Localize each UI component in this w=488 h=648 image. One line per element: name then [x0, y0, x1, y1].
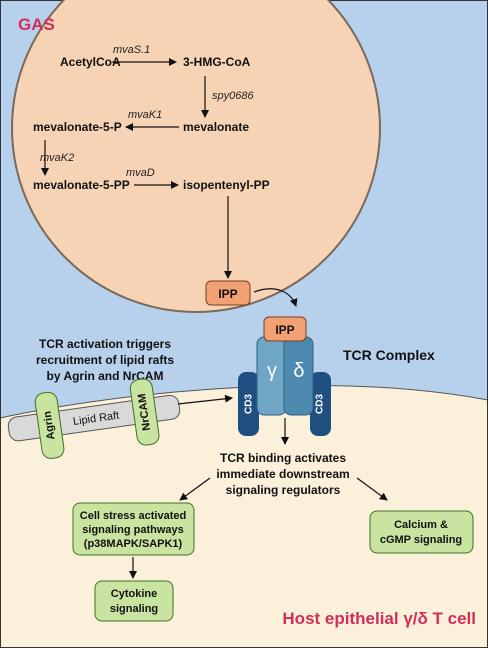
gas-label: GAS	[18, 15, 55, 34]
mvak2-enzyme-label: mvaK2	[40, 152, 74, 164]
agrin-protein	[34, 391, 65, 459]
tcr-gamma-symbol: γ	[267, 360, 277, 382]
mvad-enzyme-label: mvaD	[126, 167, 155, 179]
lipid-raft-group: Lipid Raft Agrin NrCAM	[7, 378, 181, 459]
ipp-bound-box	[263, 316, 307, 342]
raft-caption-line-1: TCR activation triggers	[39, 337, 171, 351]
tcr-complex-label: TCR Complex	[343, 347, 435, 363]
cd3-right-label: CD3	[315, 394, 326, 414]
arrow-binding-to-calcium	[356, 477, 388, 501]
acetylcoa-label: AcetylCoA	[60, 55, 121, 69]
mevalonate-5pp-label: mevalonate-5-PP	[33, 178, 130, 192]
calcium-line-1: Calcium &	[394, 519, 448, 531]
hmgcoa-label: 3-HMG-CoA	[183, 55, 251, 69]
cytokine-box	[94, 580, 174, 622]
arrow-binding-to-stress	[179, 477, 211, 501]
nrcam-protein	[129, 378, 160, 446]
spy0686-enzyme-label: spy0686	[212, 90, 254, 102]
cd3-left-label: CD3	[244, 394, 255, 414]
arrow-ipp-to-tcr	[253, 288, 298, 307]
agrin-label: Agrin	[42, 410, 58, 440]
cd3-right-subunit	[310, 372, 331, 436]
gas-bacterium	[11, 0, 381, 313]
host-cell-label: Host epithelial γ/δ T cell	[282, 609, 476, 628]
tcr-delta-symbol: δ	[293, 360, 304, 382]
isopentenyl-pp-label: isopentenyl-PP	[183, 178, 270, 192]
binding-text-line-1: TCR binding activates	[220, 451, 346, 465]
nrcam-label: NrCAM	[136, 393, 153, 432]
ipp-free-box	[205, 280, 251, 306]
calcium-line-2: cGMP signaling	[380, 534, 462, 546]
stress-line-3: (p38MAPK/SAPK1)	[84, 538, 183, 550]
ipp-free-label: IPP	[218, 287, 237, 301]
mvas1-enzyme-label: mvaS.1	[113, 44, 150, 56]
binding-text-line-3: signaling regulators	[226, 483, 341, 497]
stress-line-2: signaling pathways	[82, 524, 183, 536]
raft-caption-line-3: by Agrin and NrCAM	[47, 369, 164, 383]
calcium-cgmp-box	[369, 510, 474, 554]
stress-line-1: Cell stress activated	[80, 510, 186, 522]
raft-caption-line-2: recruitment of lipid rafts	[36, 353, 174, 367]
arrow-raft-to-tcr	[177, 394, 233, 405]
cd3-left-subunit	[238, 372, 259, 436]
mvak1-enzyme-label: mvaK1	[128, 109, 162, 121]
cytokine-line-1: Cytokine	[111, 588, 157, 600]
stress-pathway-box	[72, 502, 195, 556]
binding-text-line-2: immediate downstream	[216, 467, 349, 481]
mevalonate-label: mevalonate	[183, 120, 249, 134]
ipp-bound-label: IPP	[275, 323, 294, 337]
mevalonate-5p-label: mevalonate-5-P	[33, 120, 122, 134]
cytokine-line-2: signaling	[110, 603, 158, 615]
